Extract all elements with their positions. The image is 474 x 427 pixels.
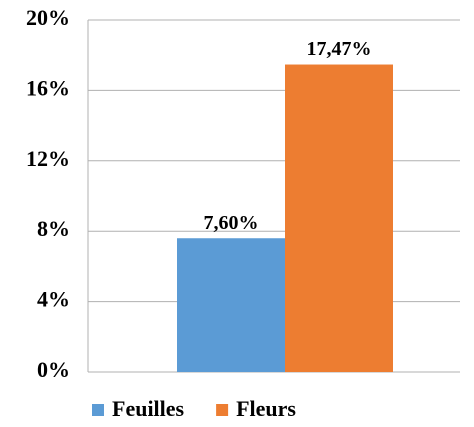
y-tick-label: 4% <box>37 287 70 312</box>
legend-swatch <box>92 404 104 416</box>
data-label: 17,47% <box>307 38 372 60</box>
legend-label: Feuilles <box>112 396 185 421</box>
y-tick-label: 16% <box>26 75 70 100</box>
legend-swatch <box>216 404 229 416</box>
bar <box>177 238 285 372</box>
data-label: 7,60% <box>204 212 259 234</box>
y-tick-label: 0% <box>37 357 70 382</box>
y-tick-label: 8% <box>37 216 70 241</box>
y-tick-label: 20% <box>26 5 70 30</box>
bar <box>285 64 393 372</box>
legend-label: Fleurs <box>236 396 296 421</box>
y-tick-label: 12% <box>26 146 70 171</box>
